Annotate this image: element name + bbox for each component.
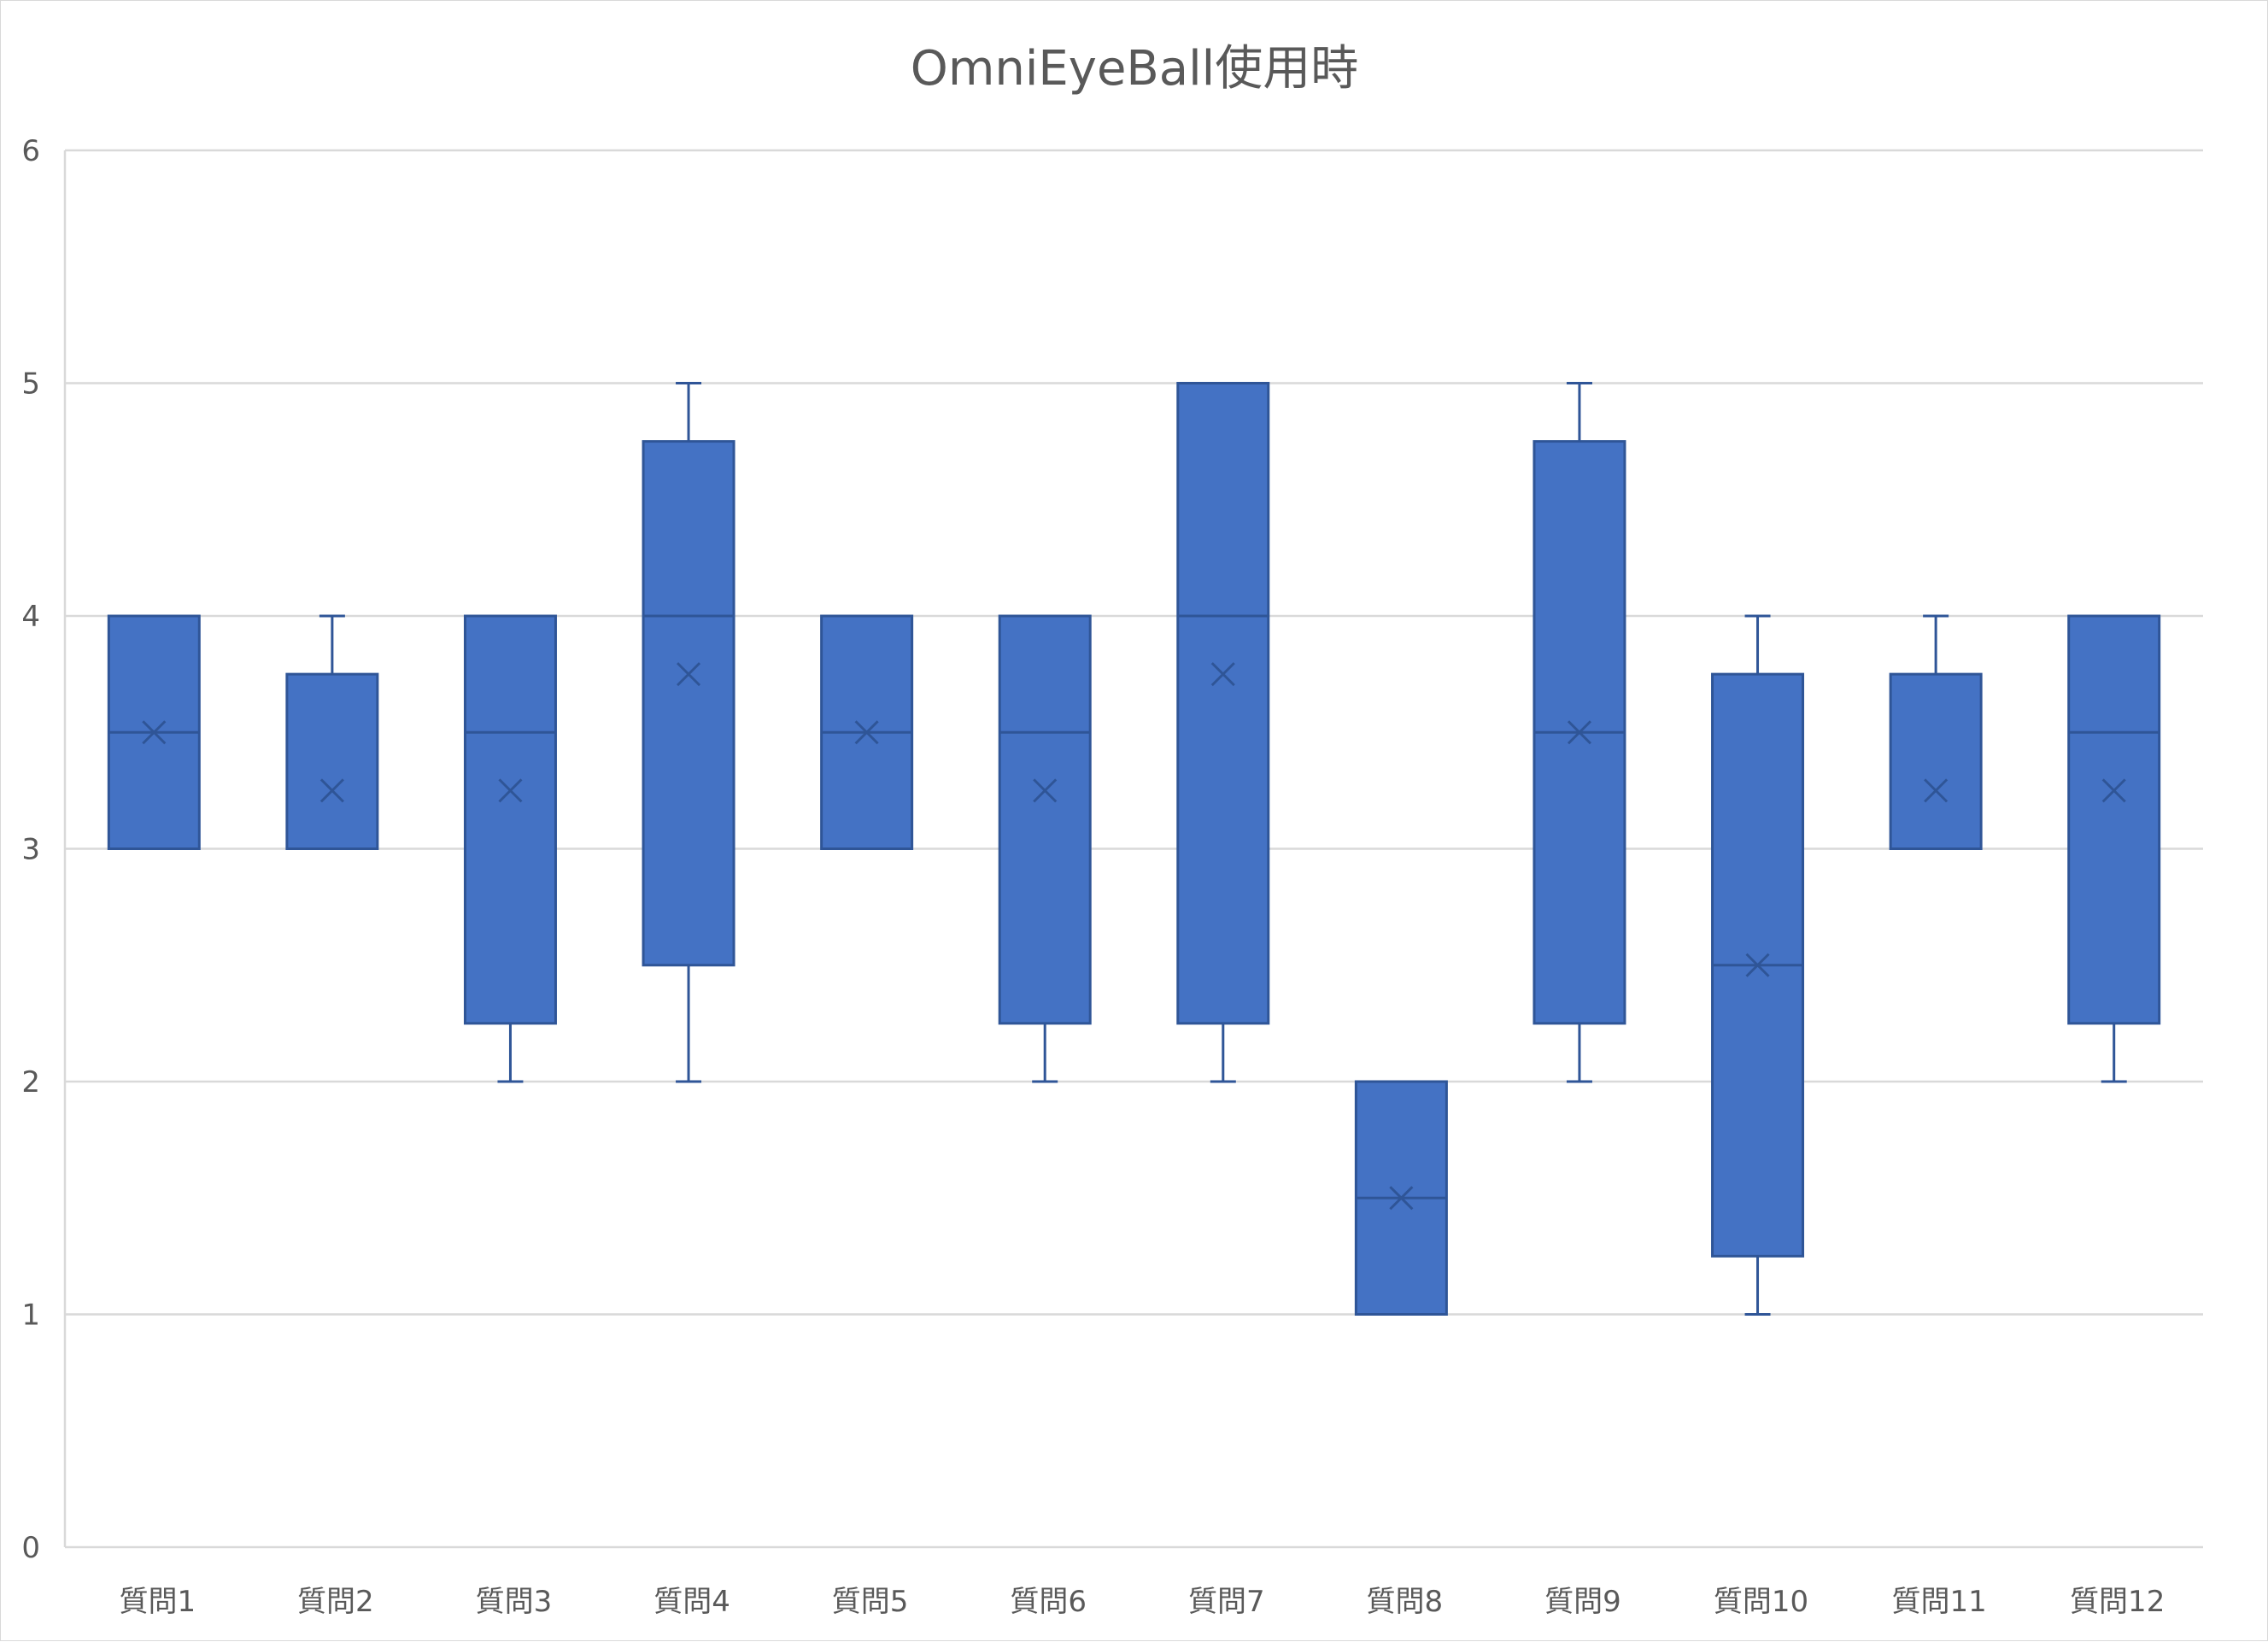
- chart-title: OmniEyeBall使用時: [911, 41, 1359, 97]
- mean-marker: [1033, 778, 1058, 803]
- mean-marker: [142, 720, 167, 745]
- x-tick-label: 質問3: [476, 1585, 553, 1619]
- x-tick-label: 質問10: [1714, 1585, 1808, 1619]
- box-body: [998, 614, 1092, 1025]
- box-body: [1176, 382, 1270, 1025]
- x-tick-label: 質問9: [1544, 1585, 1621, 1619]
- mean-marker: [1389, 1186, 1414, 1211]
- gridlines: [63, 149, 2203, 1549]
- mean-marker: [498, 778, 523, 803]
- box-item: [642, 382, 735, 1083]
- mean-marker: [676, 662, 701, 687]
- mean-marker: [1745, 953, 1770, 977]
- box-body: [285, 672, 379, 850]
- mean-marker: [1567, 720, 1592, 745]
- box-item: [1354, 1080, 1448, 1316]
- mean-marker: [1924, 778, 1949, 803]
- box-item: [1889, 614, 1983, 850]
- x-tick-label: 質問1: [119, 1585, 196, 1619]
- box-item: [820, 614, 914, 850]
- x-tick-label: 質問11: [1891, 1585, 1986, 1619]
- box-item: [1711, 614, 1805, 1316]
- mean-marker: [2101, 778, 2126, 803]
- x-axis: 質問1 質問2 質問3 質問4 質問5 質問6 質問7 質問8 質問9 質問10 質問11 質問12: [119, 1585, 2165, 1619]
- box-item: [463, 614, 557, 1083]
- box-body: [463, 614, 557, 1025]
- box-item: [285, 614, 379, 850]
- mean-marker: [319, 778, 344, 803]
- y-tick-label: 5: [21, 367, 40, 402]
- box-item: [107, 614, 201, 850]
- y-tick-label: 6: [21, 134, 40, 168]
- y-tick-label: 4: [21, 600, 40, 634]
- mean-marker: [854, 720, 879, 745]
- y-tick-label: 0: [21, 1531, 40, 1565]
- box-body: [1889, 672, 1983, 850]
- box-item: [998, 614, 1092, 1083]
- x-tick-label: 質問8: [1367, 1585, 1444, 1619]
- x-tick-label: 質問5: [832, 1585, 909, 1619]
- box-body: [2067, 614, 2161, 1025]
- x-tick-label: 質問2: [297, 1585, 374, 1619]
- y-tick-label: 3: [21, 833, 40, 867]
- box-item: [2067, 614, 2161, 1083]
- mean-marker: [1210, 662, 1235, 687]
- x-tick-label: 質問6: [1010, 1585, 1087, 1619]
- x-tick-label: 質問4: [653, 1585, 730, 1619]
- box-item: [1176, 382, 1270, 1083]
- x-tick-label: 質問7: [1188, 1585, 1265, 1619]
- x-tick-label: 質問12: [2070, 1585, 2165, 1619]
- y-axis: 0 1 2 3 4 5 6: [21, 134, 40, 1565]
- y-tick-label: 1: [21, 1299, 40, 1333]
- y-tick-label: 2: [21, 1065, 40, 1100]
- box-item: [1533, 382, 1626, 1083]
- box-body: [642, 440, 735, 967]
- box-series: [107, 382, 2161, 1316]
